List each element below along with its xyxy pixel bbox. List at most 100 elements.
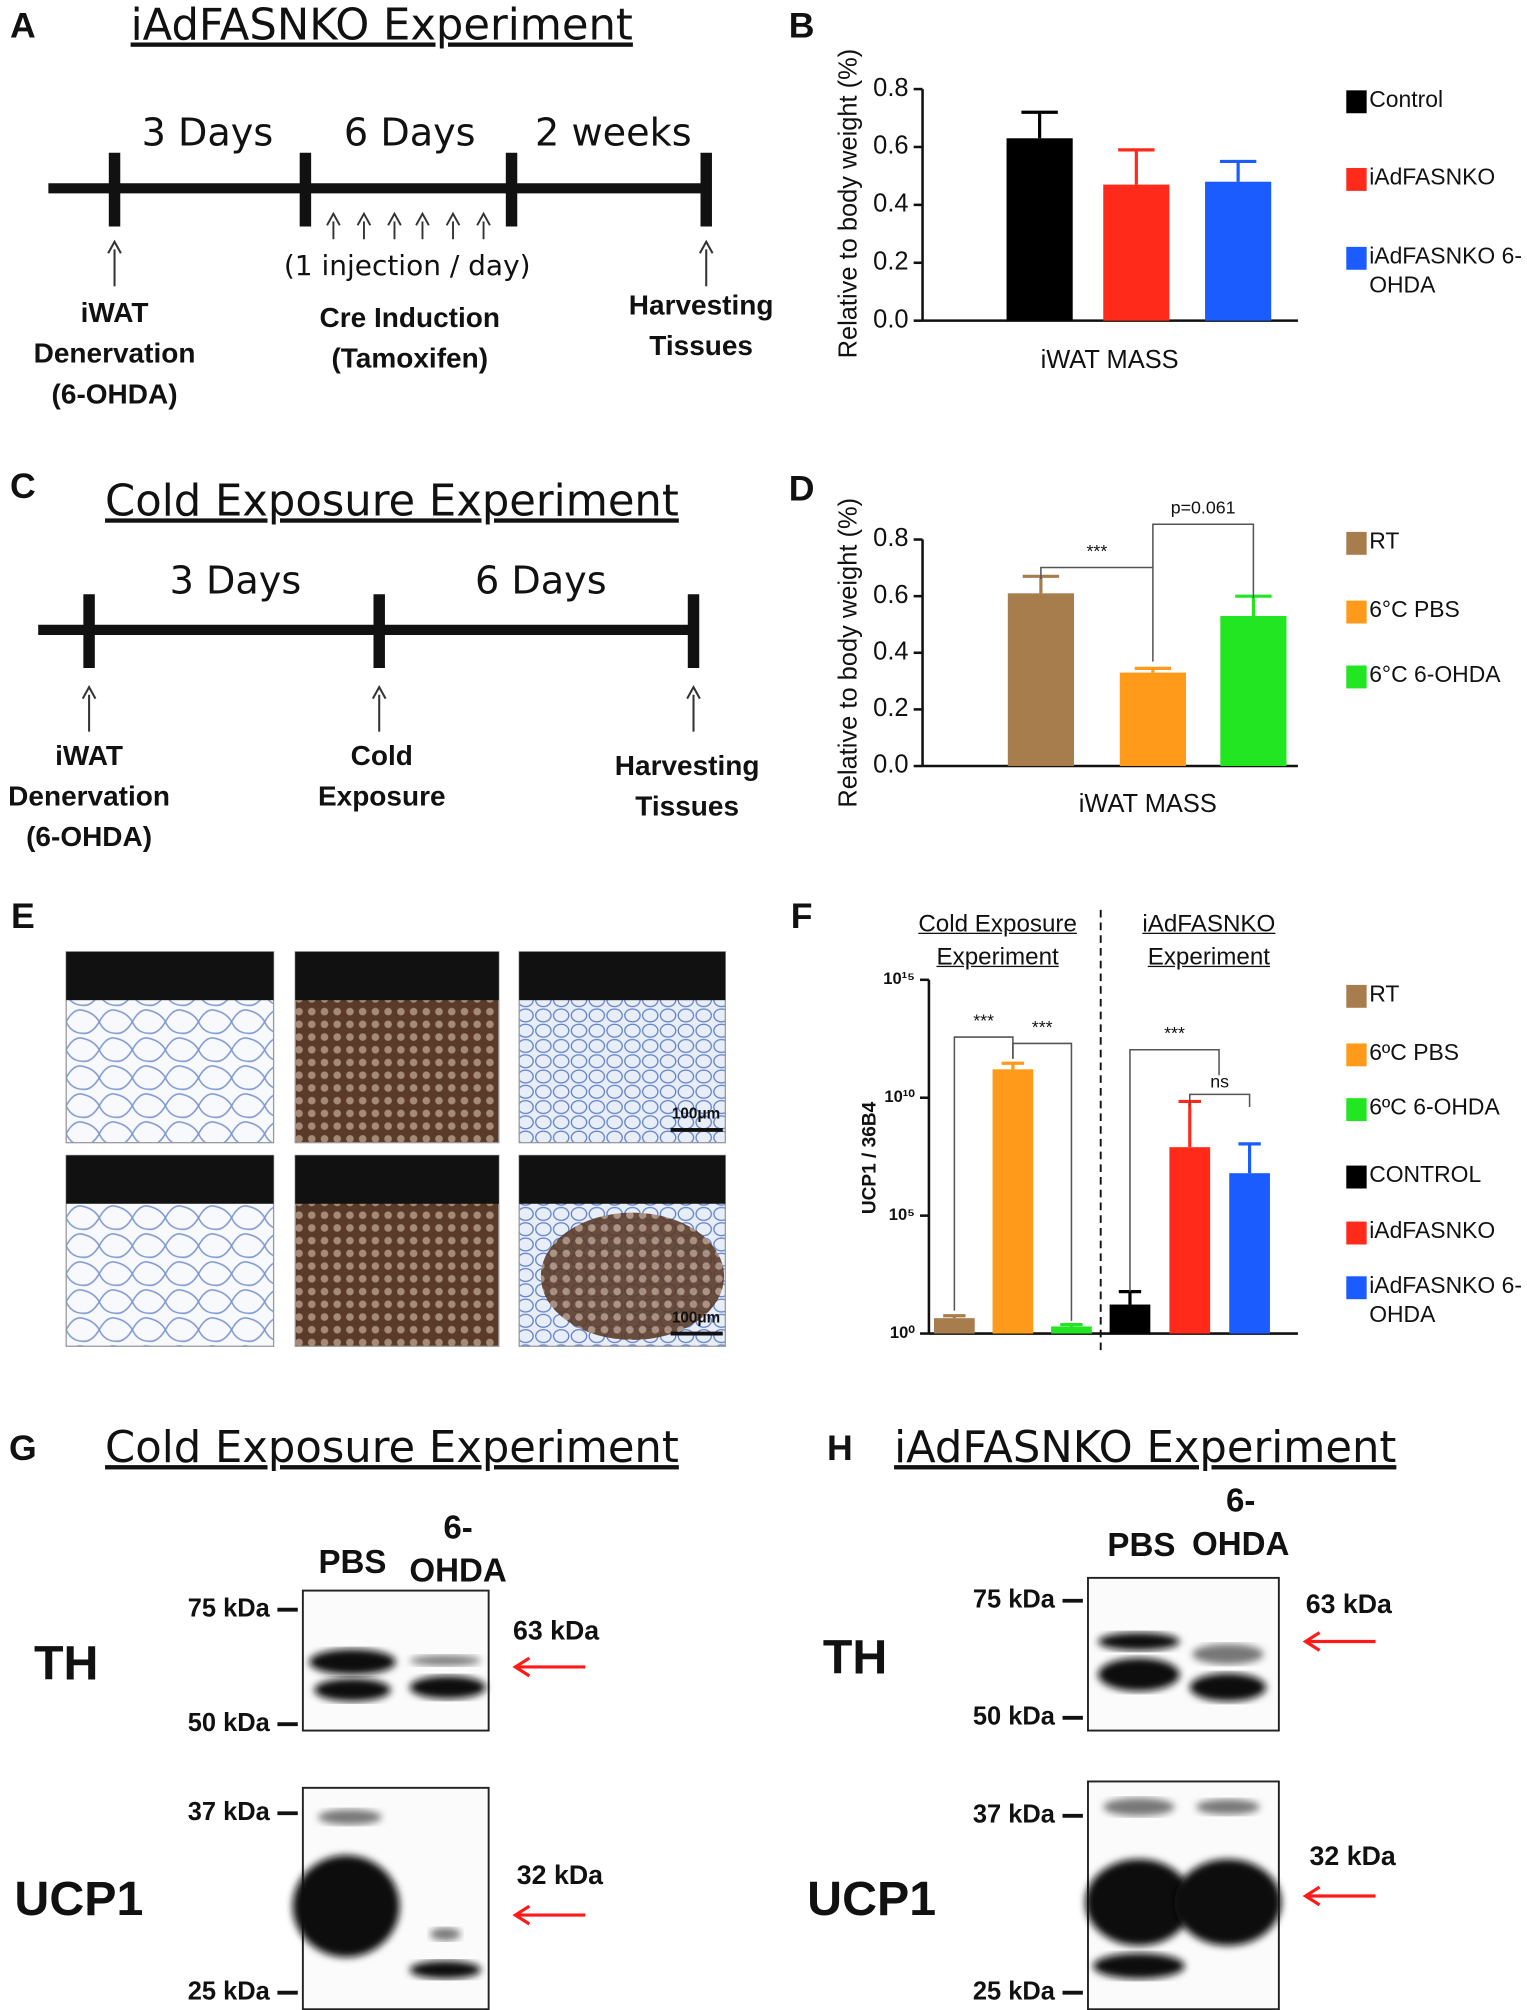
error-bar — [1021, 110, 1058, 139]
bar — [934, 1318, 975, 1334]
legend-swatch — [1346, 1098, 1367, 1122]
panel-letter: E — [11, 896, 35, 936]
marker-label: 37 kDa — [188, 1798, 271, 1826]
y-tick-label: 0.4 — [873, 190, 908, 218]
panel-letter: F — [791, 896, 813, 936]
image-label: 6ºC 6-OHDA — [575, 967, 670, 986]
bar — [1051, 1326, 1092, 1334]
group-title: iAdFASNKO Experiment — [1142, 911, 1276, 971]
annotation: *** — [1032, 1017, 1053, 1037]
legend-swatch — [1346, 1221, 1367, 1245]
step-label: Cre Induction (Tamoxifen) — [319, 301, 500, 375]
legend-label: 6ºC PBS — [1369, 1039, 1460, 1066]
band — [1098, 1658, 1180, 1692]
protein-label: UCP1 — [14, 1872, 143, 1926]
arrow-head — [387, 211, 402, 226]
legend-label: iAdFASNKO 6-OHDA — [1369, 1272, 1522, 1328]
image-header — [519, 1155, 726, 1204]
legend-swatch — [1346, 984, 1367, 1008]
scale-bar-label: 100μm — [672, 1106, 720, 1123]
y-tick-label: 0.4 — [873, 637, 908, 665]
legend-swatch — [1346, 665, 1367, 689]
arrow-head — [476, 211, 491, 226]
image-header — [295, 1155, 499, 1204]
band — [1189, 1673, 1267, 1702]
group-title: Cold Exposure Experiment — [918, 911, 1077, 971]
error-bar — [1118, 1290, 1142, 1305]
step-label-box: Cold Exposure — [318, 739, 446, 812]
error-bar — [1219, 159, 1257, 182]
legend-label-box: 6ºC PBS — [1369, 1039, 1460, 1066]
target-size: 32 kDa — [1310, 1841, 1397, 1871]
target-arrow — [1302, 1631, 1376, 1652]
legend-label: CONTROL — [1369, 1161, 1482, 1188]
bar — [1006, 138, 1073, 321]
marker-label: 25 kDa — [973, 1977, 1056, 2005]
lane-label-box: 6-OHDA — [409, 1507, 507, 1590]
y-tick-label: 0.2 — [873, 694, 908, 722]
error-bar — [1001, 1061, 1025, 1070]
annotation: ns — [1210, 1072, 1229, 1092]
y-tick-label: 10¹⁵ — [883, 969, 915, 988]
image-header — [295, 951, 499, 1001]
arrow-head — [698, 239, 714, 254]
protein-label: TH — [823, 1630, 887, 1684]
target-arrow — [1302, 1885, 1376, 1907]
annotation: *** — [1164, 1023, 1185, 1043]
legend-label-box: iAdFASNKO 6-OHDA — [1369, 1272, 1522, 1328]
marker-label: 37 kDa — [973, 1801, 1056, 1829]
lane-label: 6-OHDA — [409, 1507, 507, 1590]
step-label-box: Harvesting Tissues — [615, 749, 760, 822]
period-label: 6 Days — [475, 559, 607, 603]
bar — [1205, 181, 1272, 321]
step-label: Harvesting Tissues — [628, 288, 774, 362]
band — [309, 1649, 396, 1675]
bar — [1220, 615, 1287, 767]
legend-label-box: RT — [1369, 528, 1399, 553]
y-tick-label: 10¹⁰ — [884, 1087, 915, 1106]
panel-letter: D — [789, 469, 815, 509]
legend-label-box: iAdFASNKO — [1369, 164, 1495, 189]
image-header — [519, 951, 726, 1001]
note: (1 injection / day) — [284, 249, 531, 282]
step-label-box: iWAT Denervation (6-OHDA) — [8, 739, 170, 853]
bar — [992, 1069, 1034, 1334]
image-header — [66, 951, 274, 1001]
legend-label-box: iAdFASNKO 6-OHDA — [1369, 243, 1522, 298]
legend-swatch — [1346, 167, 1367, 191]
legend-swatch — [1346, 1165, 1367, 1189]
bar — [1109, 1304, 1151, 1334]
legend-swatch — [1346, 1276, 1367, 1300]
y-tick-label: 0.6 — [873, 132, 908, 160]
lane-label-box: PBS — [1107, 1526, 1175, 1564]
panel-letter: B — [789, 5, 815, 45]
band — [1103, 1798, 1175, 1816]
band — [1174, 1859, 1282, 1946]
panel-letter: A — [10, 5, 36, 45]
panel-letter: C — [10, 466, 36, 506]
period-label: 3 Days — [142, 111, 274, 155]
bracket — [1189, 1093, 1251, 1108]
band — [292, 1855, 400, 1958]
group-title-box: iAdFASNKO Experiment — [1142, 911, 1276, 971]
band — [318, 1809, 382, 1825]
error-bar — [1134, 666, 1172, 673]
band — [409, 1655, 482, 1666]
legend-label: RT — [1369, 981, 1400, 1007]
band — [409, 1675, 487, 1699]
period-label: 3 Days — [170, 559, 302, 603]
lane-label: PBS — [318, 1542, 387, 1581]
bracket — [1012, 1042, 1073, 1321]
step-label-box: Harvesting Tissues — [628, 288, 774, 362]
y-tick-label: 0.8 — [873, 74, 908, 102]
legend-label-box: Control — [1369, 87, 1443, 112]
step-label: iWAT Denervation (6-OHDA) — [8, 739, 170, 853]
error-bar — [1235, 594, 1272, 616]
legend-swatch — [1346, 531, 1367, 555]
y-axis-label: Relative to body weight (%) — [835, 49, 863, 359]
bar — [1103, 184, 1170, 321]
marker-label: 75 kDa — [973, 1585, 1056, 1613]
image-label: iAdFASNKO 6-OHDA — [541, 1170, 705, 1189]
panel-letter: G — [9, 1428, 37, 1468]
legend-label-box: RT — [1369, 981, 1400, 1007]
